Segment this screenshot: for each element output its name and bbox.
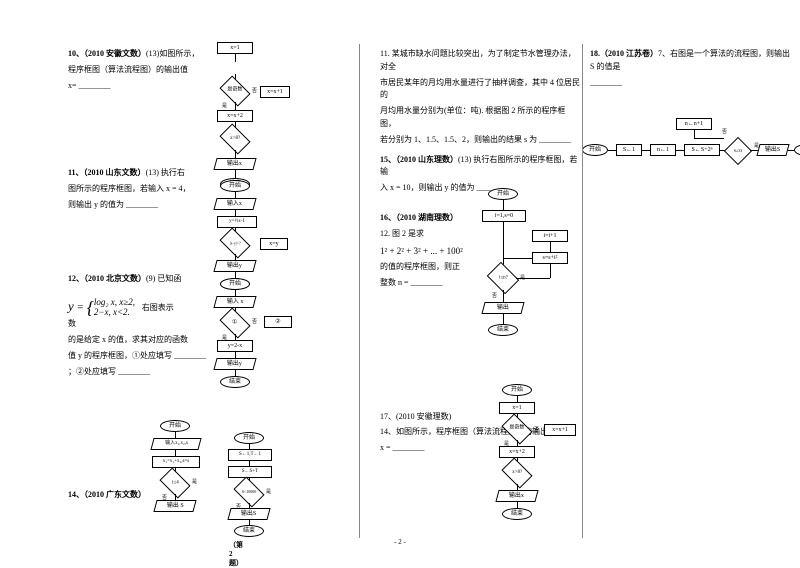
q16-title: 16、（2010 湖南理数） <box>380 213 458 222</box>
q18-l2: ________ <box>590 77 790 90</box>
q12-l2: 数 <box>68 318 228 331</box>
q17-title: 17、(2010 安徽理数) <box>380 411 580 424</box>
q11b-l4: 若分别为 1、1.5、1.5、2，则输出的结果 s 为 ________ <box>380 134 580 147</box>
q11-sub: (13) 执行右 <box>146 168 185 177</box>
q12-l3: 的是给定 x 的值，求其对应的函数 <box>68 334 228 347</box>
q11-title: 11、（2010 山东文数） <box>68 168 146 177</box>
q11b-l3: 月均用水量分别为(单位：吨). 根据图 2 所示的程序框图， <box>380 105 580 131</box>
q12-l5: ；②处应填写 ________ <box>68 366 228 379</box>
q16-l3: 整数 n = ________ <box>380 277 580 290</box>
q12-sub: (9) 已知函 <box>146 274 181 283</box>
q12-l4: 值 y 的程序框图，①处应填写 ________ <box>68 350 228 363</box>
q11b-l2: 市居民某年的月均用水量进行了抽样调查，其中 4 位居民的 <box>380 77 580 103</box>
page-number: - 2 - <box>394 538 406 546</box>
q11-l2: 图所示的程序框图，若输入 x = 4， <box>68 183 228 196</box>
q10-l3: x= ________ <box>68 80 228 93</box>
q15-title: 15、（2010 山东理数） <box>380 155 458 164</box>
q17-l2: x = ________ <box>380 442 580 455</box>
q10-title: 10、（2010 安徽文数） <box>68 49 146 58</box>
q11-l3: 则输出 y 的值为 ________ <box>68 199 228 212</box>
q10-l2: 程序框图（算法流程图）的输出值 <box>68 64 228 77</box>
q14-title: 14、（2010 广东文数） <box>68 490 146 499</box>
q18-title: 18.（2010 江苏卷） <box>590 49 658 58</box>
q12-title: 12、（2010 北京文数） <box>68 274 146 283</box>
q11b-l1: 11. 某城市缺水问题比较突出，为了制定节水管理办法，对全 <box>380 48 580 74</box>
q10-sub: (13)如图所示， <box>146 49 199 58</box>
q15-l2: 入 x = 10，则输出 y 的值为 ________ <box>380 182 580 195</box>
q12-formula: y = {log₂ x, x≥2,2−x, x<2. 右图表示 <box>68 297 228 319</box>
